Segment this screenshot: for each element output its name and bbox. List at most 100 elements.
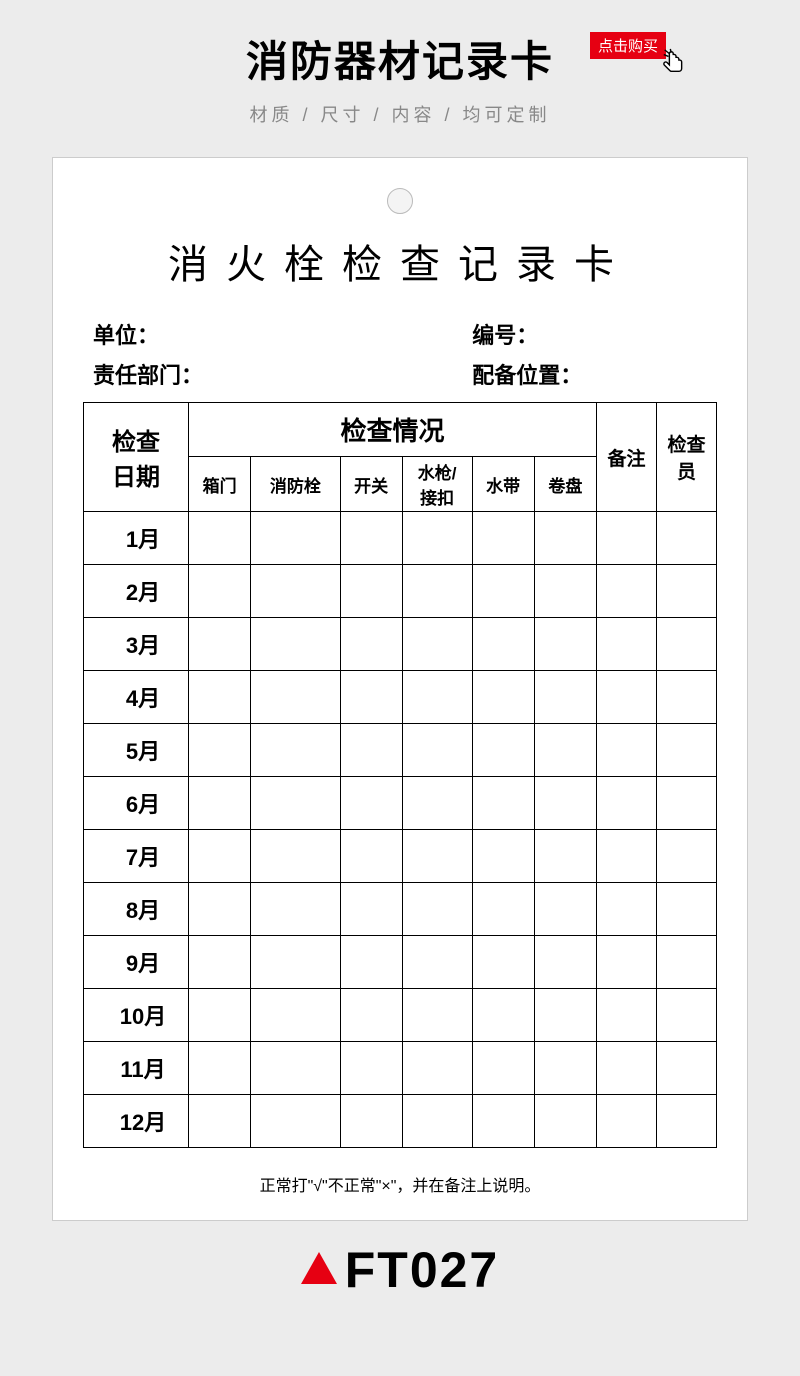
data-cell	[534, 883, 596, 936]
data-cell	[251, 1042, 340, 1095]
data-cell	[340, 512, 402, 565]
table-row: 8月	[84, 883, 717, 936]
product-code: FT027	[0, 1241, 800, 1299]
data-cell	[340, 1095, 402, 1148]
data-cell	[340, 565, 402, 618]
data-cell	[402, 830, 472, 883]
check-col-4: 水带	[472, 457, 534, 512]
buy-badge[interactable]: 点击购买	[590, 32, 666, 59]
table-row: 12月	[84, 1095, 717, 1148]
triangle-icon	[301, 1252, 337, 1284]
data-cell	[402, 724, 472, 777]
data-cell	[534, 565, 596, 618]
card-title: 消火栓检查记录卡	[83, 232, 717, 290]
data-cell	[597, 989, 657, 1042]
table-row: 7月	[84, 830, 717, 883]
dept-label: 责任部门：	[93, 358, 388, 390]
table-row: 3月	[84, 618, 717, 671]
data-cell	[472, 777, 534, 830]
month-cell: 8月	[84, 883, 189, 936]
data-cell	[251, 724, 340, 777]
data-cell	[251, 671, 340, 724]
data-cell	[402, 512, 472, 565]
data-cell	[472, 565, 534, 618]
table-row: 1月	[84, 512, 717, 565]
month-cell: 10月	[84, 989, 189, 1042]
data-cell	[402, 989, 472, 1042]
data-cell	[534, 936, 596, 989]
data-cell	[189, 1042, 251, 1095]
check-col-0: 箱门	[189, 457, 251, 512]
data-cell	[251, 777, 340, 830]
subtitle: 材质 / 尺寸 / 内容 / 均可定制	[0, 101, 800, 127]
data-cell	[597, 671, 657, 724]
data-cell	[402, 1095, 472, 1148]
data-cell	[189, 618, 251, 671]
position-label: 配备位置：	[412, 358, 707, 390]
data-cell	[597, 1095, 657, 1148]
footnote: 正常打"√"不正常"×"，并在备注上说明。	[83, 1172, 717, 1196]
main-title: 消防器材记录卡	[246, 28, 554, 89]
data-cell	[597, 830, 657, 883]
month-cell: 6月	[84, 777, 189, 830]
data-cell	[472, 989, 534, 1042]
month-cell: 2月	[84, 565, 189, 618]
data-cell	[657, 777, 717, 830]
cursor-hand-icon	[660, 48, 690, 78]
date-header: 检查日期	[84, 403, 189, 512]
data-cell	[472, 671, 534, 724]
data-cell	[534, 512, 596, 565]
month-cell: 3月	[84, 618, 189, 671]
data-cell	[251, 565, 340, 618]
punch-hole-icon	[387, 188, 413, 214]
data-cell	[340, 777, 402, 830]
data-cell	[340, 883, 402, 936]
month-cell: 4月	[84, 671, 189, 724]
data-cell	[402, 671, 472, 724]
data-cell	[189, 1095, 251, 1148]
check-group-header: 检查情况	[189, 403, 597, 457]
table-row: 10月	[84, 989, 717, 1042]
data-cell	[189, 830, 251, 883]
table-row: 4月	[84, 671, 717, 724]
data-cell	[340, 671, 402, 724]
month-cell: 7月	[84, 830, 189, 883]
data-cell	[534, 724, 596, 777]
data-cell	[597, 936, 657, 989]
data-cell	[251, 989, 340, 1042]
info-row-1: 单位： 编号：	[83, 318, 717, 350]
data-cell	[657, 512, 717, 565]
data-cell	[657, 830, 717, 883]
data-cell	[402, 777, 472, 830]
data-cell	[251, 618, 340, 671]
data-cell	[597, 777, 657, 830]
data-cell	[251, 936, 340, 989]
data-cell	[597, 512, 657, 565]
data-cell	[340, 989, 402, 1042]
month-cell: 9月	[84, 936, 189, 989]
data-cell	[657, 671, 717, 724]
check-col-3: 水枪/接扣	[402, 457, 472, 512]
data-cell	[597, 883, 657, 936]
data-cell	[534, 989, 596, 1042]
data-cell	[597, 724, 657, 777]
unit-label: 单位：	[93, 318, 388, 350]
record-card: 消火栓检查记录卡 单位： 编号： 责任部门： 配备位置： 检查日期 检查情况 备…	[52, 157, 748, 1221]
data-cell	[657, 1042, 717, 1095]
data-cell	[472, 830, 534, 883]
data-cell	[189, 777, 251, 830]
data-cell	[534, 777, 596, 830]
data-cell	[251, 883, 340, 936]
month-cell: 12月	[84, 1095, 189, 1148]
data-cell	[657, 883, 717, 936]
data-cell	[597, 618, 657, 671]
check-col-1: 消防栓	[251, 457, 340, 512]
table-row: 9月	[84, 936, 717, 989]
data-cell	[189, 512, 251, 565]
data-cell	[597, 565, 657, 618]
data-cell	[340, 618, 402, 671]
data-cell	[402, 883, 472, 936]
data-cell	[340, 936, 402, 989]
info-row-2: 责任部门： 配备位置：	[83, 358, 717, 390]
data-cell	[472, 883, 534, 936]
